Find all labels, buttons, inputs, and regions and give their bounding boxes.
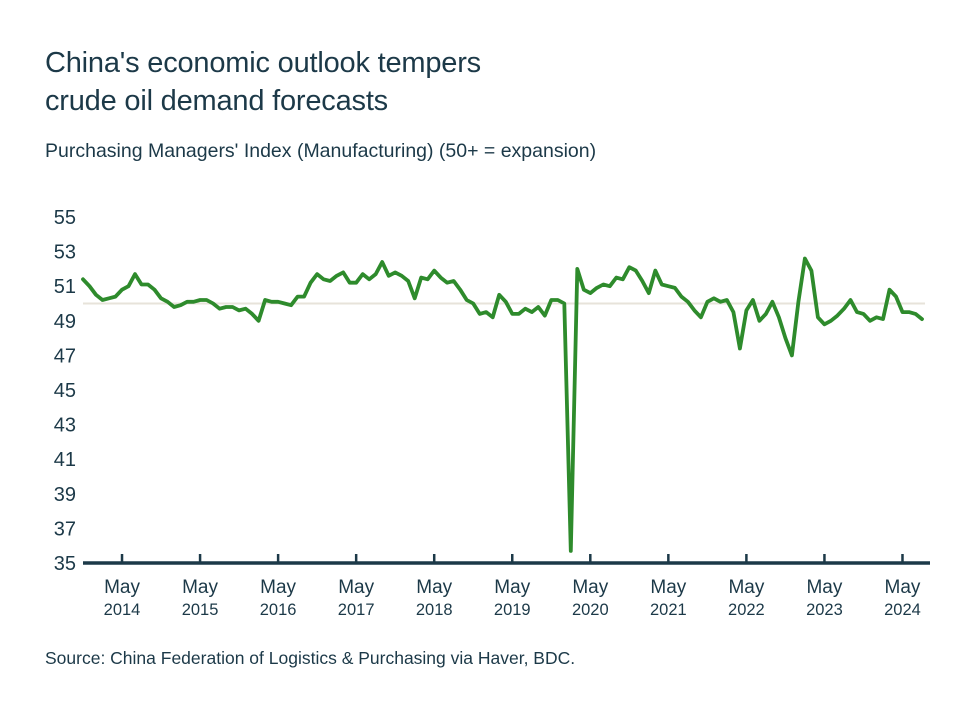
- y-tick-label: 47: [54, 345, 76, 367]
- x-tick-month-label: May: [728, 577, 764, 598]
- x-tick-month-label: May: [104, 577, 140, 598]
- x-tick-year-label: 2018: [416, 601, 453, 619]
- x-tick-month-label: May: [806, 577, 842, 598]
- x-tick-year-label: 2015: [182, 601, 219, 619]
- x-tick-month-label: May: [338, 577, 374, 598]
- page-title-line2: crude oil demand forecasts: [45, 85, 388, 117]
- y-tick-label: 43: [54, 415, 76, 437]
- x-tick-year-label: 2021: [650, 601, 687, 619]
- y-tick-label: 49: [54, 311, 76, 333]
- x-tick-month-label: May: [416, 577, 452, 598]
- y-tick-label: 41: [54, 449, 76, 471]
- x-tick-month-label: May: [494, 577, 530, 598]
- y-tick-label: 45: [54, 380, 76, 402]
- x-tick-month-label: May: [885, 577, 921, 598]
- x-tick-month-label: May: [572, 577, 608, 598]
- chart-subtitle: Purchasing Managers' Index (Manufacturin…: [45, 140, 597, 162]
- x-tick-year-label: 2014: [104, 601, 141, 619]
- x-tick-month-label: May: [650, 577, 686, 598]
- y-tick-label: 51: [54, 276, 76, 298]
- y-tick-label: 39: [54, 484, 76, 506]
- x-tick-year-label: 2022: [728, 601, 765, 619]
- x-tick-year-label: 2024: [884, 601, 921, 619]
- x-tick-year-label: 2020: [572, 601, 609, 619]
- x-tick-year-label: 2017: [338, 601, 375, 619]
- source-note: Source: China Federation of Logistics & …: [45, 648, 576, 668]
- y-tick-label: 55: [54, 207, 76, 229]
- page-title-line1: China's economic outlook tempers: [45, 47, 481, 79]
- y-tick-label: 37: [54, 518, 76, 540]
- y-tick-label: 35: [54, 553, 76, 575]
- x-tick-month-label: May: [182, 577, 218, 598]
- x-tick-year-label: 2019: [494, 601, 531, 619]
- x-tick-year-label: 2023: [806, 601, 843, 619]
- x-tick-year-label: 2016: [260, 601, 297, 619]
- x-tick-month-label: May: [260, 577, 296, 598]
- y-tick-label: 53: [54, 242, 76, 264]
- page-title: China's economic outlook tempers crude oi…: [45, 44, 481, 120]
- pmi-data-line: [81, 256, 924, 553]
